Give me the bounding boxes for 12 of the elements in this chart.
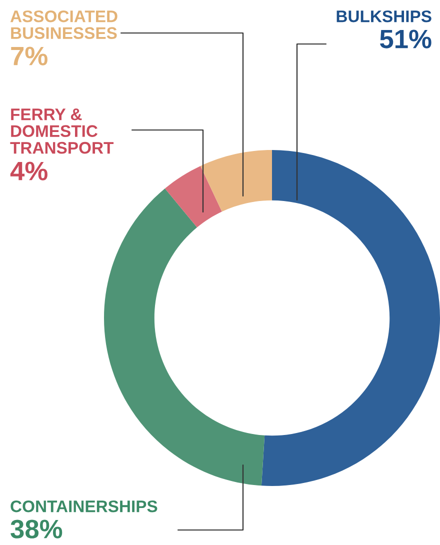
slice-label: CONTAINERSHIPS xyxy=(10,500,158,512)
slice-label: BULKSHIPS xyxy=(336,10,432,22)
data-label: 38% xyxy=(10,520,62,538)
donut-slice xyxy=(104,188,265,486)
donut-slice xyxy=(164,166,222,228)
data-label: 7% xyxy=(11,46,48,66)
slice-label: FERRY & DOMESTIC TRANSPORT xyxy=(10,108,114,154)
data-label: 4% xyxy=(10,162,48,180)
donut-slice xyxy=(261,150,440,486)
data-label: 51% xyxy=(380,30,432,48)
slice-label: ASSOCIATED BUSINESSES xyxy=(10,10,118,39)
donut-slice xyxy=(200,150,272,212)
